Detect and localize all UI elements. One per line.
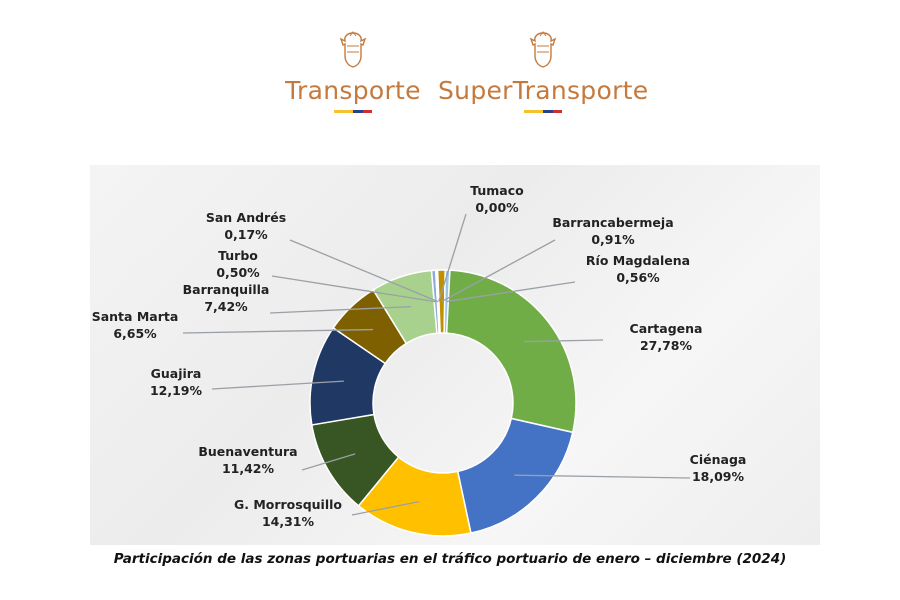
slice-name-label: Barrancabermeja [552,215,673,230]
flag-red [552,110,562,113]
supertransporte-logo: SuperTransporte [438,30,648,113]
leader-lines [182,213,691,516]
slice-name-label: Buenaventura [198,444,297,459]
coat-of-arms-icon [339,31,367,68]
flag-blue [543,110,553,113]
slice-value-label: 18,09% [692,469,745,484]
leader-line [441,239,556,303]
slice-name-label: Tumaco [470,183,524,198]
leader-line [438,213,467,302]
leader-line [182,328,373,334]
slice-value-label: 11,42% [222,461,275,476]
leader-line [523,339,604,343]
header-logos: Transporte SuperTransporte [0,0,900,140]
colombia-flag-stripe [334,110,372,113]
flag-yellow [524,110,543,113]
leader-line [289,239,439,303]
leader-line [446,281,576,303]
slice-name-label: Guajira [151,366,202,381]
slice-value-label: 14,31% [262,514,315,529]
leader-line [211,380,344,390]
flag-blue [353,110,363,113]
coat-of-arms-icon [529,31,557,68]
slice-value-label: 0,91% [591,232,635,247]
slice-value-label: 12,19% [150,383,203,398]
slice-name-label: San Andrés [206,210,286,225]
slice-value-label: 27,78% [640,338,693,353]
slice-name-label: Río Magdalena [586,253,690,268]
flag-red [362,110,372,113]
leader-line [351,500,420,516]
slice-name-label: Barranquilla [183,282,270,297]
supertransporte-wordmark: SuperTransporte [438,76,649,105]
flag-yellow [334,110,353,113]
slice-name-label: Santa Marta [92,309,179,324]
colombia-flag-stripe [524,110,562,113]
transporte-wordmark: Transporte [285,76,421,105]
leader-line [514,474,691,479]
chart-title: Participación de las zonas portuarias en… [113,551,787,567]
leader-line [301,453,356,471]
slice-value-label: 6,65% [113,326,157,341]
leader-line [269,305,412,314]
slice-name-label: Cartagena [630,321,703,336]
slice-value-label: 7,42% [204,299,248,314]
slice-name-label: Turbo [218,248,258,263]
slice-labels: Cartagena 27,78% Ciénaga 18,09% G. Morrosqui… [92,183,747,529]
slice-cartagena [445,269,577,434]
donut-slices [309,269,577,537]
slice-name-label: G. Morrosquillo [234,497,342,512]
slice-value-label: 0,56% [616,270,660,285]
transporte-logo: Transporte [278,30,428,113]
slice-value-label: 0,17% [224,227,268,242]
slice-name-label: Ciénaga [690,452,747,467]
slice-value-label: 0,00% [475,200,519,215]
leader-line [271,275,436,303]
slice-value-label: 0,50% [216,265,260,280]
